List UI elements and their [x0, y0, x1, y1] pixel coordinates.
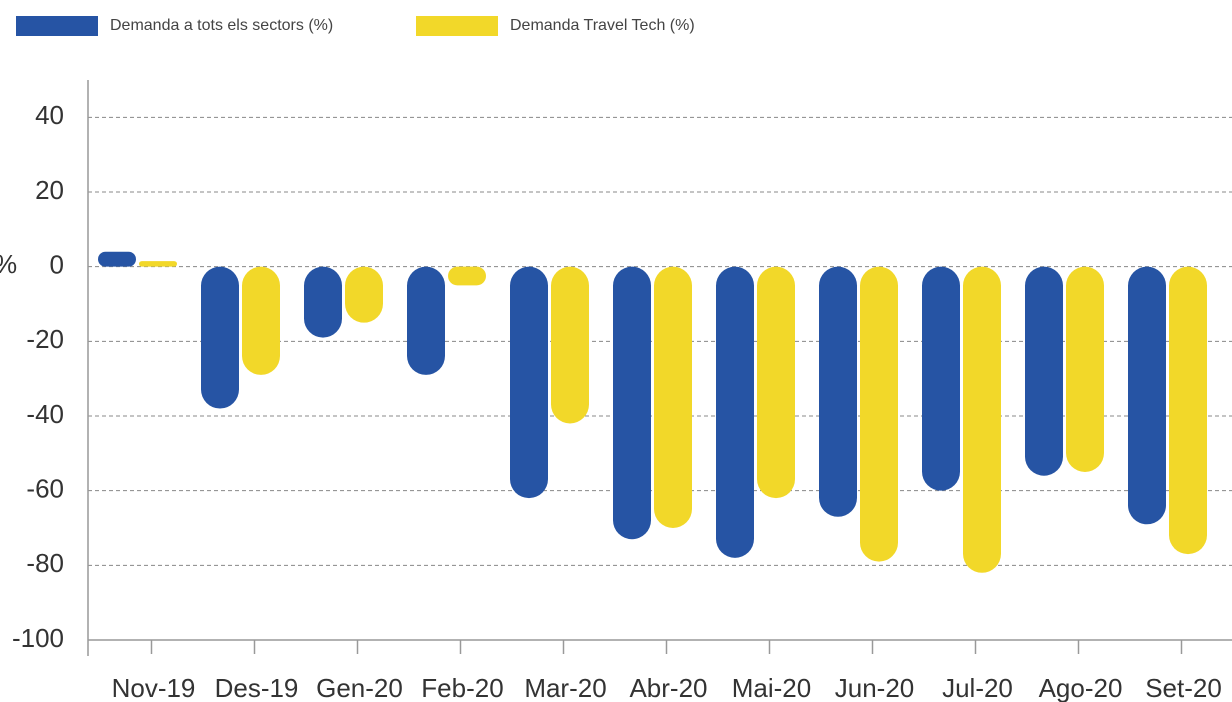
y-tick-label: 40 — [35, 100, 64, 130]
legend-label: Demanda Travel Tech (%) — [510, 17, 695, 34]
bar — [654, 266, 692, 528]
legend-swatch — [16, 16, 98, 36]
x-tick-label: Gen-20 — [316, 673, 403, 702]
bar — [98, 251, 136, 267]
x-tick-label: Feb-20 — [421, 673, 503, 702]
x-tick-label: Mai-20 — [732, 673, 811, 702]
bar — [551, 266, 589, 424]
bar — [201, 266, 239, 409]
bar — [963, 266, 1001, 573]
bar — [716, 266, 754, 558]
x-tick-label: Abr-20 — [629, 673, 707, 702]
bar — [1169, 266, 1207, 555]
bar — [407, 266, 445, 375]
y-tick-label: -100 — [12, 623, 64, 653]
bar — [819, 266, 857, 517]
x-tick-label: Nov-19 — [112, 673, 196, 702]
y-axis-label: % — [0, 249, 17, 279]
bar — [1066, 266, 1104, 472]
x-tick-label: Set-20 — [1145, 673, 1222, 702]
x-tick-label: Ago-20 — [1039, 673, 1123, 702]
y-tick-label: -40 — [26, 399, 64, 429]
legend-swatch — [416, 16, 498, 36]
bar — [448, 266, 486, 286]
bar — [345, 266, 383, 323]
bar — [242, 266, 280, 375]
bar — [1128, 266, 1166, 525]
bar — [613, 266, 651, 540]
bar — [304, 266, 342, 338]
bar — [510, 266, 548, 499]
x-tick-label: Des-19 — [215, 673, 299, 702]
bar — [922, 266, 960, 491]
y-tick-label: 0 — [50, 250, 64, 280]
y-tick-label: -60 — [26, 474, 64, 504]
legend-label: Demanda a tots els sectors (%) — [110, 17, 333, 34]
bar — [860, 266, 898, 562]
x-tick-label: Jul-20 — [942, 673, 1013, 702]
x-tick-label: Jun-20 — [835, 673, 915, 702]
bar — [1025, 266, 1063, 476]
bar — [139, 261, 177, 267]
x-tick-label: Mar-20 — [524, 673, 606, 702]
y-tick-label: -80 — [26, 548, 64, 578]
bar — [757, 266, 795, 499]
y-tick-label: -20 — [26, 324, 64, 354]
y-tick-label: 20 — [35, 175, 64, 205]
